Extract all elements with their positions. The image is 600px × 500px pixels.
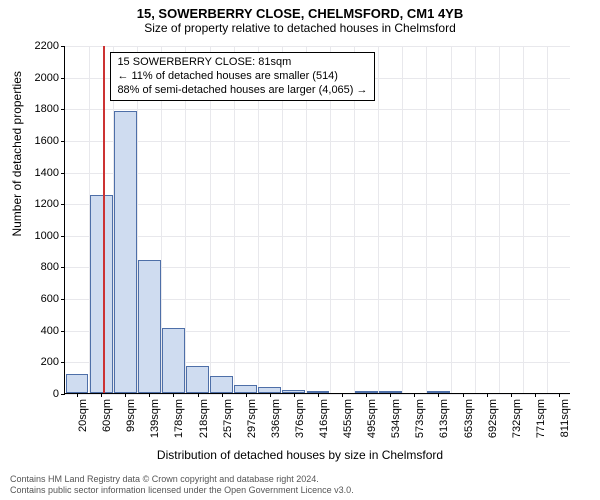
histogram-bar <box>210 376 233 393</box>
y-tick-label: 1000 <box>35 230 65 242</box>
inset-line3: 88% of semi-detached houses are larger (… <box>117 84 367 98</box>
x-tick-label: 495sqm <box>366 399 378 438</box>
y-tick-label: 1200 <box>35 198 65 210</box>
x-tick-label: 613sqm <box>438 399 450 438</box>
gridline-v <box>523 46 524 393</box>
x-tick-label: 455sqm <box>342 399 354 438</box>
x-tick-label: 60sqm <box>101 399 113 432</box>
x-tick-label: 771sqm <box>535 399 547 438</box>
footer-line-2: Contains public sector information licen… <box>10 485 590 496</box>
chart-container: 15, SOWERBERRY CLOSE, CHELMSFORD, CM1 4Y… <box>0 0 600 500</box>
inset-info-box: 15 SOWERBERRY CLOSE: 81sqm← 11% of detac… <box>110 52 374 101</box>
x-axis-label: Distribution of detached houses by size … <box>0 448 600 462</box>
chart-title-sub: Size of property relative to detached ho… <box>0 21 600 41</box>
gridline-v <box>402 46 403 393</box>
histogram-bar <box>234 385 257 393</box>
gridline-v <box>378 46 379 393</box>
y-tick-label: 400 <box>41 325 65 337</box>
x-tick-label: 257sqm <box>222 399 234 438</box>
gridline-h <box>65 173 570 174</box>
chart-title-main: 15, SOWERBERRY CLOSE, CHELMSFORD, CM1 4Y… <box>0 0 600 21</box>
gridline-v <box>547 46 548 393</box>
gridline-v <box>451 46 452 393</box>
y-axis-label: Number of detached properties <box>10 71 24 236</box>
histogram-bar <box>114 111 137 393</box>
y-tick-label: 2200 <box>35 40 65 52</box>
x-tick-label: 178sqm <box>173 399 185 438</box>
x-tick-label: 416sqm <box>318 399 330 438</box>
x-tick-label: 692sqm <box>487 399 499 438</box>
inset-line2: ← 11% of detached houses are smaller (51… <box>117 70 367 84</box>
y-tick-label: 600 <box>41 293 65 305</box>
footer-attribution: Contains HM Land Registry data © Crown c… <box>10 474 590 496</box>
histogram-bar <box>66 374 89 393</box>
gridline-v <box>475 46 476 393</box>
x-tick-label: 139sqm <box>149 399 161 438</box>
y-tick-label: 2000 <box>35 72 65 84</box>
gridline-h <box>65 236 570 237</box>
plot-area: 0200400600800100012001400160018002000220… <box>64 46 570 394</box>
x-tick-label: 534sqm <box>390 399 402 438</box>
gridline-v <box>426 46 427 393</box>
histogram-bar <box>186 366 209 393</box>
y-tick-label: 1400 <box>35 167 65 179</box>
footer-line-1: Contains HM Land Registry data © Crown c… <box>10 474 590 485</box>
x-tick-label: 811sqm <box>559 399 571 437</box>
gridline-h <box>65 204 570 205</box>
gridline-h <box>65 109 570 110</box>
x-tick-label: 376sqm <box>294 399 306 438</box>
x-tick-label: 336sqm <box>270 399 282 438</box>
histogram-bar <box>90 195 113 393</box>
gridline-v <box>499 46 500 393</box>
y-tick-label: 0 <box>53 388 65 400</box>
subject-marker-line <box>103 46 105 393</box>
y-tick-label: 800 <box>41 261 65 273</box>
x-tick-label: 20sqm <box>77 399 89 432</box>
y-tick-label: 1600 <box>35 135 65 147</box>
x-tick-label: 218sqm <box>198 399 210 438</box>
x-tick-label: 297sqm <box>246 399 258 438</box>
x-tick-label: 99sqm <box>125 399 137 432</box>
histogram-bar <box>138 260 161 393</box>
x-tick-label: 573sqm <box>414 399 426 438</box>
y-tick-label: 1800 <box>35 103 65 115</box>
x-tick-label: 653sqm <box>463 399 475 438</box>
inset-line1: 15 SOWERBERRY CLOSE: 81sqm <box>117 56 367 70</box>
y-tick-label: 200 <box>41 356 65 368</box>
gridline-h <box>65 46 570 47</box>
histogram-bar <box>162 328 185 393</box>
gridline-h <box>65 141 570 142</box>
x-tick-label: 732sqm <box>511 399 523 438</box>
